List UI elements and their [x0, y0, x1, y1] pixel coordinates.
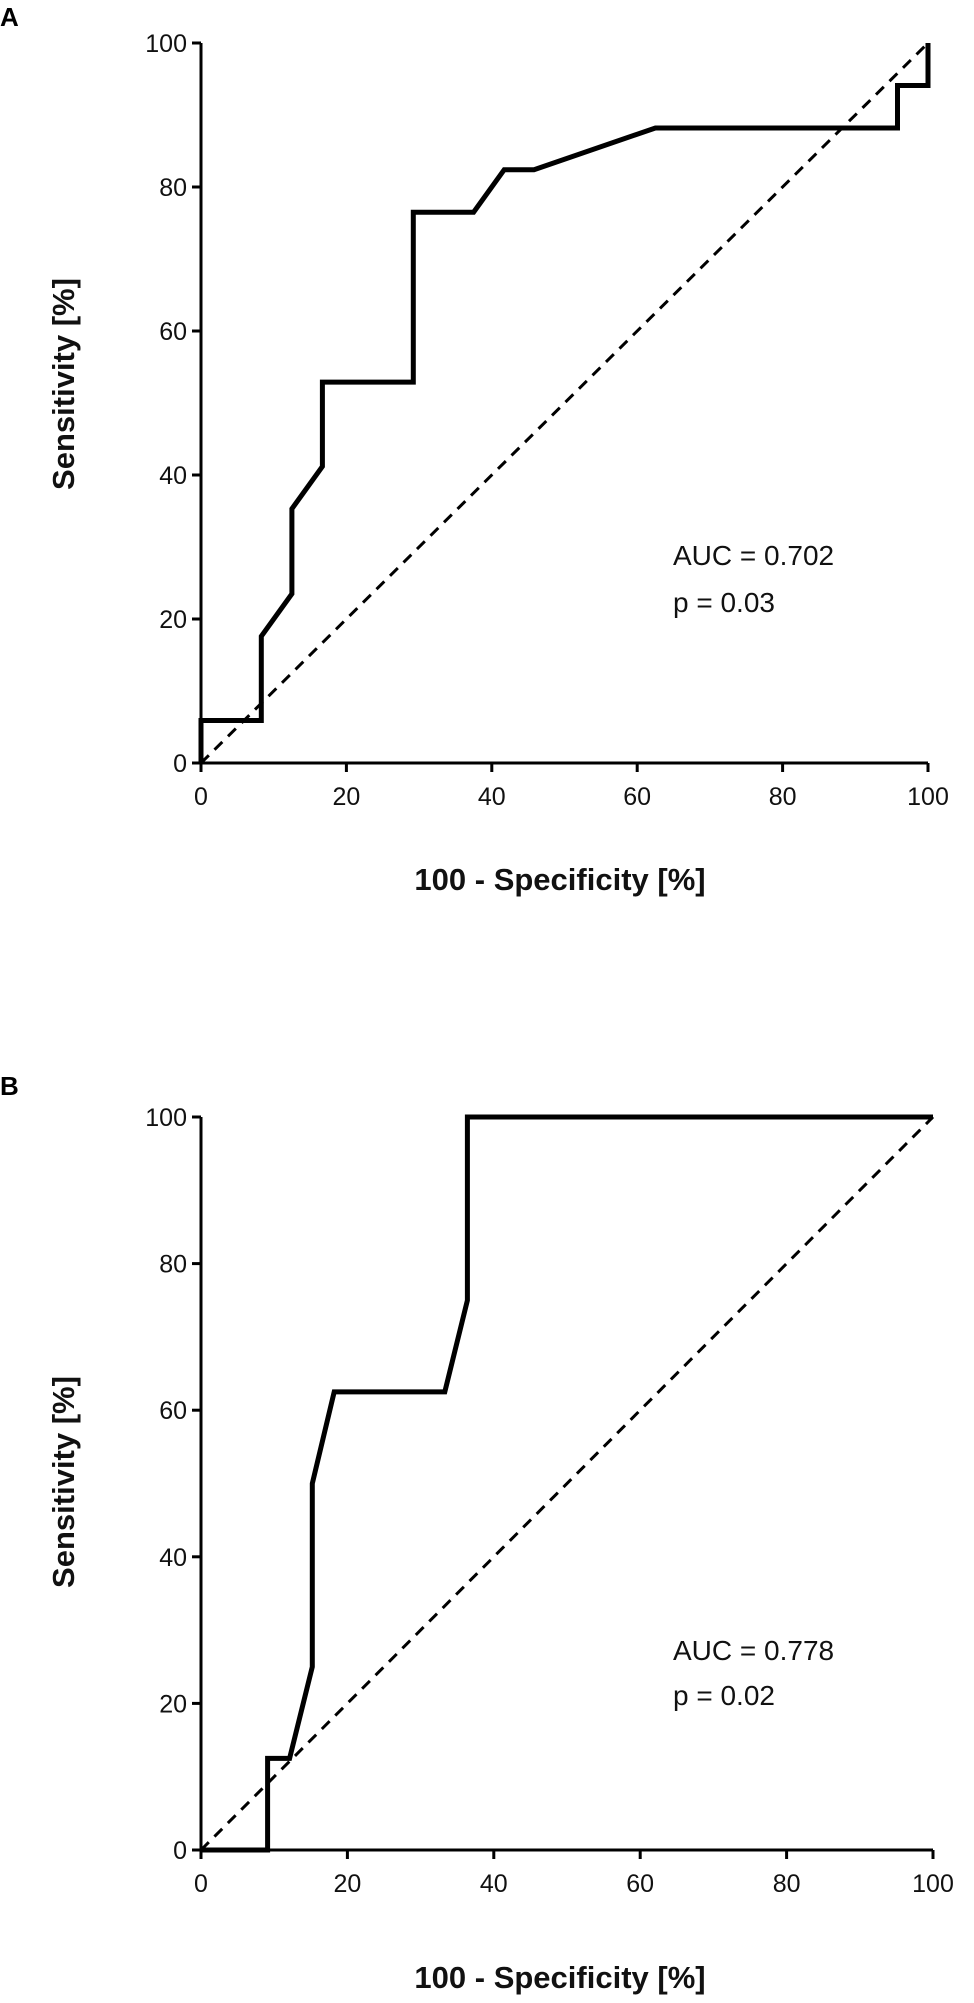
x-axis-title-a: 100 - Specificity [%] — [414, 862, 705, 897]
plot-area-b: 0 20 40 60 80 100 0 20 40 60 80 100 — [145, 1104, 954, 1898]
chart-panel-b: B Sensitivity [%] 100 - Specificity [%] … — [0, 1071, 954, 1995]
x-tick-label-a-4: 80 — [769, 783, 797, 811]
x-tick-label-b-3: 60 — [626, 1870, 654, 1898]
y-axis-title-b: Sensitivity [%] — [46, 1376, 81, 1588]
x-tick-label-b-5: 100 — [912, 1870, 954, 1898]
y-tick-label-a-0: 0 — [173, 750, 187, 778]
y-tick-label-b-1: 20 — [159, 1690, 187, 1718]
y-tick-label-b-0: 0 — [173, 1837, 187, 1865]
y-tick-label-b-4: 80 — [159, 1251, 187, 1279]
x-tick-label-b-0: 0 — [194, 1870, 208, 1898]
p-value-label-a: p = 0.03 — [673, 587, 775, 618]
y-tick-label-b-3: 60 — [159, 1397, 187, 1425]
x-tick-label-a-0: 0 — [194, 783, 208, 811]
x-tick-label-b-1: 20 — [333, 1870, 361, 1898]
x-tick-label-a-3: 60 — [623, 783, 651, 811]
reference-diagonal-line-b — [199, 1115, 935, 1852]
auc-label-a: AUC = 0.702 — [673, 540, 834, 571]
x-tick-label-b-4: 80 — [773, 1870, 801, 1898]
panel-label-a: A — [0, 2, 19, 32]
roc-curve-line-a — [198, 43, 931, 763]
plot-area-a: 0 20 40 60 80 100 0 20 40 60 80 100 — [145, 30, 949, 811]
y-axis-title-a: Sensitivity [%] — [46, 278, 81, 490]
y-tick-label-a-5: 100 — [145, 30, 187, 58]
reference-diagonal-line-a — [199, 41, 930, 765]
x-tick-label-b-2: 40 — [480, 1870, 508, 1898]
x-tick-label-a-5: 100 — [907, 783, 949, 811]
auc-label-b: AUC = 0.778 — [673, 1635, 834, 1666]
x-axis-title-b: 100 - Specificity [%] — [414, 1960, 705, 1995]
x-tick-label-a-2: 40 — [478, 783, 506, 811]
y-tick-label-a-1: 20 — [159, 606, 187, 634]
y-tick-label-b-2: 40 — [159, 1544, 187, 1572]
y-tick-label-a-4: 80 — [159, 174, 187, 202]
y-tick-label-a-2: 40 — [159, 462, 187, 490]
y-tick-label-b-5: 100 — [145, 1104, 187, 1132]
chart-panel-a: A Sensitivity [%] 100 - Specificity [%] … — [0, 2, 949, 897]
y-tick-label-a-3: 60 — [159, 318, 187, 346]
panel-label-b: B — [0, 1071, 19, 1101]
x-tick-label-a-1: 20 — [332, 783, 360, 811]
p-value-label-b: p = 0.02 — [673, 1680, 775, 1711]
roc-curve-line-b — [201, 1114, 933, 1853]
